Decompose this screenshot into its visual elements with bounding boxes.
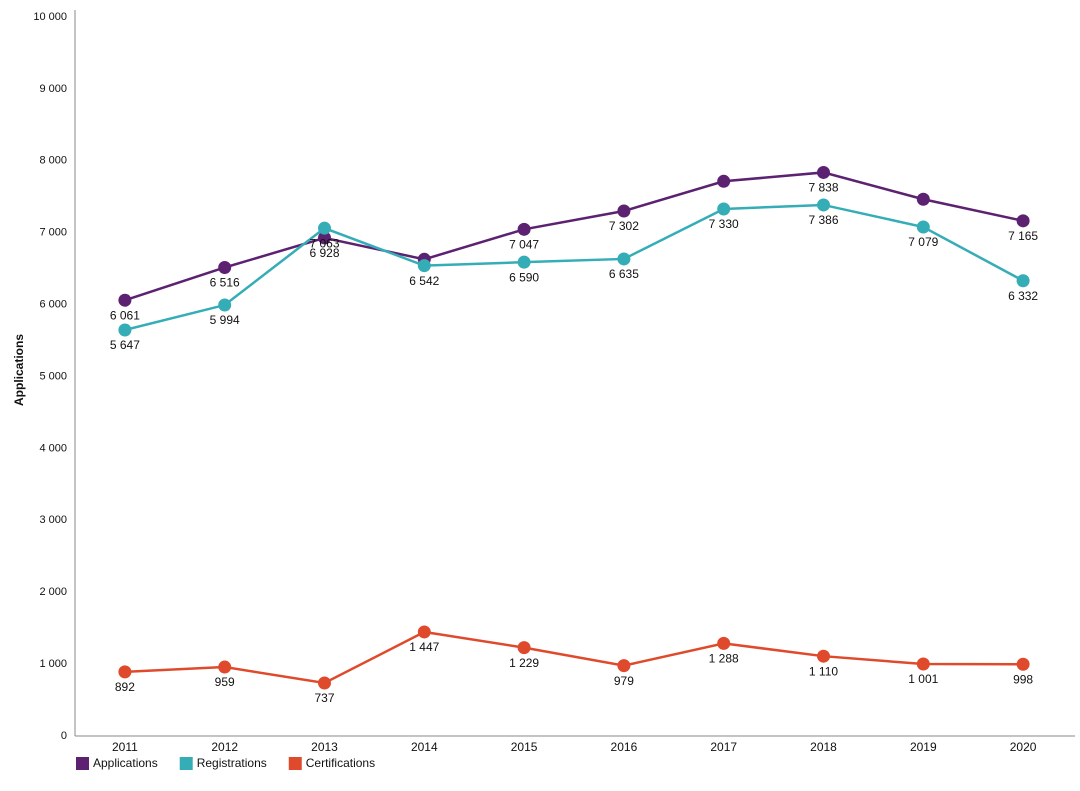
data-point: [717, 636, 731, 650]
data-point: [817, 198, 830, 212]
x-tick-label: 2014: [411, 740, 438, 754]
y-tick-label: 7 000: [39, 227, 67, 239]
data-label: 1 229: [509, 656, 539, 670]
legend-swatch: [179, 757, 193, 770]
data-point: [517, 255, 531, 269]
data-point: [318, 676, 331, 690]
data-point: [218, 660, 232, 674]
data-point: [218, 260, 232, 274]
data-point: [118, 293, 132, 307]
data-point: [1016, 214, 1030, 228]
y-tick-label: 1 000: [39, 658, 67, 670]
data-point: [1016, 657, 1030, 671]
data-point: [717, 202, 731, 216]
data-label: 6 928: [309, 246, 339, 260]
data-label: 1 110: [809, 664, 838, 678]
legend-swatch: [76, 757, 89, 770]
y-axis-label: Applications: [12, 334, 26, 406]
data-label: 737: [314, 691, 334, 705]
legend-label: Registrations: [197, 756, 267, 770]
data-label: 6 542: [409, 274, 439, 288]
data-label: 7 165: [1008, 229, 1038, 243]
x-tick-label: 2011: [112, 740, 138, 754]
data-point: [218, 298, 232, 312]
x-tick-label: 2016: [611, 740, 638, 754]
data-point: [517, 222, 531, 236]
y-tick-label: 4 000: [39, 442, 67, 454]
data-label: 979: [614, 674, 634, 688]
data-label: 5 647: [110, 338, 140, 352]
legend-label: Certifications: [306, 756, 375, 770]
x-tick-label: 2019: [910, 740, 937, 754]
data-label: 6 516: [210, 276, 240, 290]
data-label: 7 838: [808, 181, 838, 195]
y-tick-label: 10 000: [33, 11, 67, 23]
data-label: 7 079: [908, 235, 938, 249]
data-point: [817, 165, 830, 179]
x-tick-label: 2017: [710, 740, 737, 754]
y-tick-label: 5 000: [39, 370, 67, 382]
data-point: [617, 252, 631, 266]
data-label: 6 590: [509, 270, 539, 284]
x-tick-label: 2012: [211, 740, 238, 754]
data-point: [916, 657, 930, 671]
x-tick-label: 2013: [311, 740, 338, 754]
data-label: 998: [1013, 672, 1033, 686]
data-label: 7 386: [808, 213, 838, 227]
x-tick-label: 2020: [1010, 740, 1037, 754]
data-point: [118, 665, 132, 679]
y-tick-label: 3 000: [39, 514, 67, 526]
data-label: 7 063: [309, 236, 339, 250]
data-point: [717, 174, 731, 188]
data-label: 6 332: [1008, 289, 1038, 303]
data-point: [817, 649, 830, 663]
data-point: [417, 259, 431, 273]
data-label: 1 447: [409, 640, 439, 654]
data-point: [517, 641, 531, 655]
data-point: [1016, 274, 1030, 288]
data-label: 7 047: [509, 237, 539, 251]
data-label: 959: [215, 675, 235, 689]
data-point: [617, 204, 631, 218]
series-line: [124, 630, 1024, 685]
series-line: [124, 171, 1024, 302]
y-tick-label: 0: [61, 730, 67, 742]
data-point: [617, 659, 631, 673]
data-label: 6 061: [110, 308, 140, 322]
data-label: 6 635: [609, 267, 639, 281]
y-tick-label: 9 000: [39, 83, 67, 95]
data-label: 892: [115, 680, 135, 694]
data-point: [318, 221, 331, 235]
data-label: 5 994: [210, 313, 240, 327]
data-point: [318, 231, 331, 245]
data-point: [417, 625, 431, 639]
y-tick-label: 2 000: [39, 586, 67, 598]
data-point: [916, 220, 930, 234]
data-point: [916, 192, 930, 206]
legend-label: Applications: [93, 756, 158, 770]
data-label: 1 288: [709, 652, 739, 666]
data-label: 7 302: [609, 219, 639, 233]
y-tick-label: 8 000: [39, 155, 67, 167]
data-label: 1 001: [908, 672, 938, 686]
legend-swatch: [288, 757, 302, 770]
x-tick-label: 2015: [511, 740, 538, 754]
x-tick-label: 2018: [810, 740, 837, 754]
y-tick-label: 6 000: [39, 299, 67, 311]
series-line: [124, 203, 1024, 332]
data-label: 7 330: [709, 217, 739, 231]
data-point: [118, 323, 132, 337]
